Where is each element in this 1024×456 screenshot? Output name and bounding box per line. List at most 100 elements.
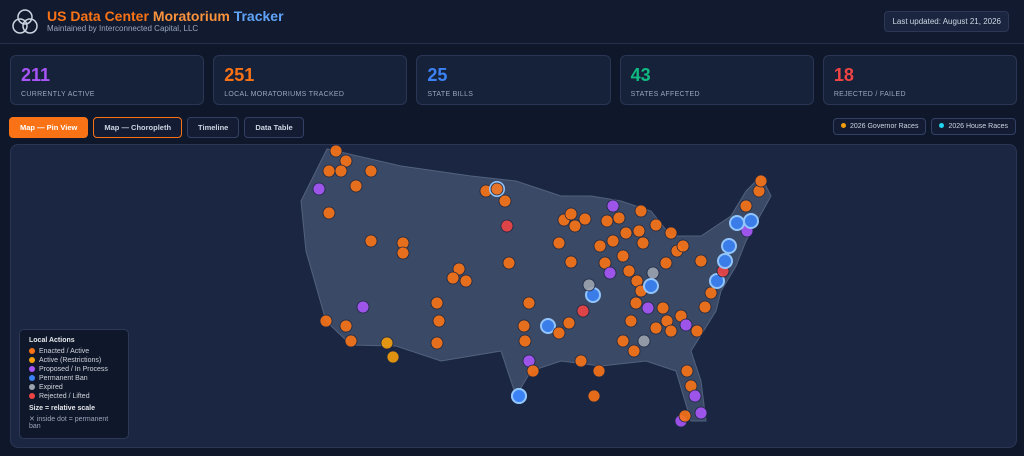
pin[interactable] bbox=[386, 350, 400, 364]
pin[interactable] bbox=[606, 234, 620, 248]
pin[interactable] bbox=[562, 316, 576, 330]
pin[interactable] bbox=[664, 226, 678, 240]
pin[interactable] bbox=[704, 286, 718, 300]
pin[interactable] bbox=[593, 239, 607, 253]
title-part: Moratorium bbox=[152, 8, 230, 24]
pin[interactable] bbox=[578, 212, 592, 226]
pin[interactable] bbox=[629, 296, 643, 310]
toggle[interactable]: 2026 Governor Races bbox=[832, 118, 927, 135]
pin[interactable] bbox=[518, 334, 532, 348]
pin[interactable] bbox=[322, 206, 336, 220]
map bbox=[300, 145, 772, 428]
pin[interactable] bbox=[676, 239, 690, 253]
pin[interactable] bbox=[649, 321, 663, 335]
pin[interactable] bbox=[552, 236, 566, 250]
pin[interactable] bbox=[598, 256, 612, 270]
pin[interactable] bbox=[729, 215, 745, 231]
logo bbox=[12, 9, 38, 34]
pin[interactable] bbox=[334, 164, 348, 178]
pin[interactable] bbox=[587, 389, 601, 403]
pin[interactable] bbox=[582, 278, 596, 292]
pin[interactable] bbox=[656, 301, 670, 315]
pin[interactable] bbox=[339, 319, 353, 333]
pin[interactable] bbox=[511, 388, 527, 404]
pin[interactable] bbox=[619, 226, 633, 240]
pin[interactable] bbox=[564, 207, 578, 221]
pin[interactable] bbox=[679, 318, 693, 332]
pin[interactable] bbox=[637, 334, 651, 348]
pin[interactable] bbox=[636, 236, 650, 250]
pin[interactable] bbox=[627, 344, 641, 358]
pin[interactable] bbox=[459, 274, 473, 288]
pin[interactable] bbox=[526, 364, 540, 378]
pin[interactable] bbox=[500, 219, 514, 233]
pin[interactable] bbox=[754, 174, 768, 188]
pin[interactable] bbox=[690, 324, 704, 338]
pin[interactable] bbox=[698, 300, 712, 314]
pin[interactable] bbox=[568, 219, 582, 233]
title: US Data Center Moratorium Tracker bbox=[47, 8, 284, 24]
tab[interactable]: Timeline bbox=[187, 117, 240, 138]
pin[interactable] bbox=[344, 334, 358, 348]
pin[interactable] bbox=[339, 154, 353, 168]
pin[interactable] bbox=[649, 218, 663, 232]
pin[interactable] bbox=[606, 199, 620, 213]
pin[interactable] bbox=[739, 199, 753, 213]
pin[interactable] bbox=[694, 406, 708, 420]
pin[interactable] bbox=[322, 164, 336, 178]
pin[interactable] bbox=[522, 296, 536, 310]
pin[interactable] bbox=[600, 214, 614, 228]
pin[interactable] bbox=[349, 179, 363, 193]
pin[interactable] bbox=[452, 262, 466, 276]
tab[interactable]: Data Table bbox=[244, 117, 304, 138]
pin[interactable] bbox=[502, 256, 516, 270]
pin[interactable] bbox=[634, 204, 648, 218]
pin[interactable] bbox=[624, 314, 638, 328]
pin[interactable] bbox=[721, 238, 737, 254]
pin[interactable] bbox=[430, 296, 444, 310]
pin[interactable] bbox=[540, 318, 556, 334]
pin[interactable] bbox=[432, 314, 446, 328]
tab[interactable]: Map — Pin View bbox=[9, 117, 89, 138]
pin[interactable] bbox=[552, 326, 566, 340]
pin[interactable] bbox=[364, 234, 378, 248]
pin[interactable] bbox=[574, 354, 588, 368]
pin[interactable] bbox=[717, 253, 733, 269]
pin[interactable] bbox=[396, 246, 410, 260]
pin[interactable] bbox=[622, 264, 636, 278]
pin[interactable] bbox=[664, 324, 678, 338]
pin[interactable] bbox=[498, 194, 512, 208]
tab[interactable]: Map — Choropleth bbox=[93, 117, 183, 138]
pin[interactable] bbox=[329, 145, 343, 158]
pin[interactable] bbox=[319, 314, 333, 328]
pin[interactable] bbox=[641, 301, 655, 315]
pin[interactable] bbox=[632, 224, 646, 238]
pin[interactable] bbox=[517, 319, 531, 333]
size-note: Size = relative scale bbox=[29, 405, 95, 412]
toggle[interactable]: 2026 House Races bbox=[931, 118, 1016, 135]
pin[interactable] bbox=[490, 182, 504, 196]
pin[interactable] bbox=[612, 211, 626, 225]
pin[interactable] bbox=[659, 256, 673, 270]
pin[interactable] bbox=[592, 364, 606, 378]
pin[interactable] bbox=[616, 334, 630, 348]
pin[interactable] bbox=[709, 273, 725, 289]
pin[interactable] bbox=[380, 336, 394, 350]
pin[interactable] bbox=[564, 255, 578, 269]
pin[interactable] bbox=[688, 389, 702, 403]
pin[interactable] bbox=[430, 336, 444, 350]
pin[interactable] bbox=[643, 278, 659, 294]
pin[interactable] bbox=[680, 364, 694, 378]
pin[interactable] bbox=[446, 271, 460, 285]
pin[interactable] bbox=[356, 300, 370, 314]
pin[interactable] bbox=[616, 249, 630, 263]
pin[interactable] bbox=[678, 409, 692, 423]
pin[interactable] bbox=[576, 304, 590, 318]
pin[interactable] bbox=[646, 266, 660, 280]
pin[interactable] bbox=[603, 266, 617, 280]
pin[interactable] bbox=[364, 164, 378, 178]
pin[interactable] bbox=[312, 182, 326, 196]
pin[interactable] bbox=[694, 254, 708, 268]
stat-cards: 211 CURRENTLY ACTIVE 251 LOCAL MORATORIUMS … bbox=[10, 55, 1018, 105]
pin[interactable] bbox=[743, 213, 759, 229]
